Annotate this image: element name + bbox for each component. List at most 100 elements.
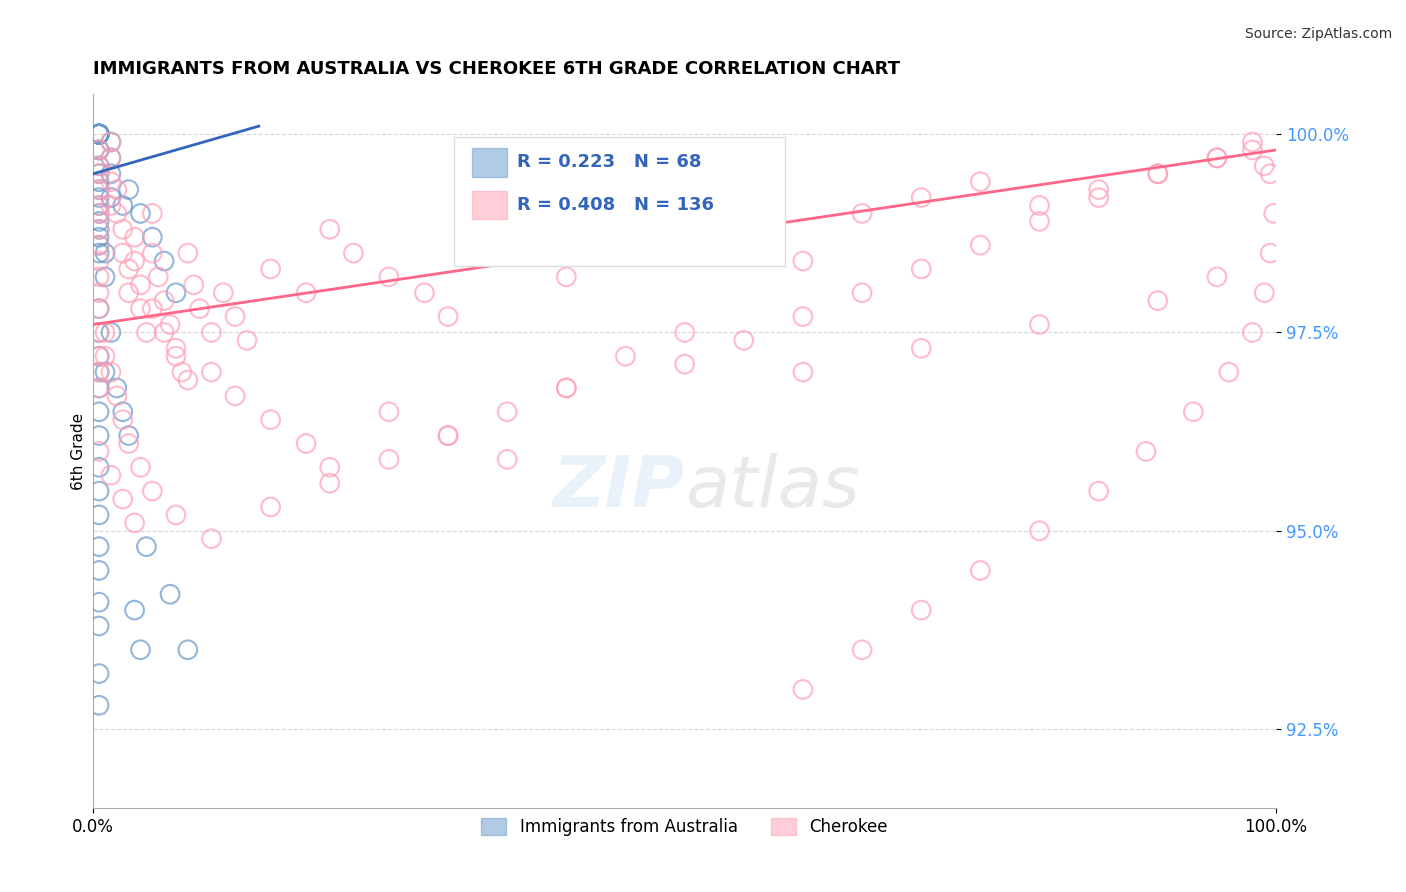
Point	[319, 460, 342, 475]
Point	[87, 222, 110, 236]
Point	[259, 500, 281, 514]
Bar	[454, 137, 785, 266]
Point	[555, 269, 578, 284]
Point	[124, 254, 146, 268]
Point	[105, 389, 128, 403]
Point	[118, 285, 141, 300]
Point	[378, 405, 401, 419]
Point	[100, 151, 122, 165]
Point	[94, 349, 117, 363]
Point	[135, 540, 157, 554]
Point	[100, 198, 122, 212]
Y-axis label: 6th Grade: 6th Grade	[72, 413, 86, 490]
Point	[87, 365, 110, 379]
Point	[129, 301, 152, 316]
Point	[496, 452, 519, 467]
Point	[177, 246, 200, 260]
Point	[1258, 246, 1281, 260]
Point	[673, 206, 696, 220]
Point	[437, 428, 460, 442]
Point	[141, 484, 163, 499]
Point	[100, 190, 122, 204]
Point	[105, 183, 128, 197]
Point	[910, 341, 932, 355]
Point	[124, 516, 146, 530]
Point	[342, 246, 364, 260]
Point	[87, 190, 110, 204]
Point	[1253, 159, 1275, 173]
Point	[851, 206, 873, 220]
Point	[111, 246, 134, 260]
Point	[87, 206, 110, 220]
Point	[87, 326, 110, 340]
Point	[87, 127, 110, 141]
Point	[165, 349, 187, 363]
Point	[87, 127, 110, 141]
Point	[200, 365, 222, 379]
Point	[87, 508, 110, 522]
Point	[141, 230, 163, 244]
Point	[87, 666, 110, 681]
Point	[87, 159, 110, 173]
Point	[87, 127, 110, 141]
Point	[87, 127, 110, 141]
Point	[87, 269, 110, 284]
Point	[165, 285, 187, 300]
Point	[212, 285, 235, 300]
Point	[851, 642, 873, 657]
Point	[105, 381, 128, 395]
Point	[1206, 151, 1229, 165]
Point	[224, 389, 246, 403]
Point	[295, 285, 318, 300]
Point	[165, 508, 187, 522]
Point	[100, 135, 122, 149]
Point	[87, 349, 110, 363]
Point	[141, 301, 163, 316]
Point	[555, 381, 578, 395]
Point	[111, 198, 134, 212]
Point	[111, 222, 134, 236]
Point	[1146, 167, 1168, 181]
Point	[378, 452, 401, 467]
Point	[437, 310, 460, 324]
Point	[118, 262, 141, 277]
Point	[1028, 214, 1050, 228]
Point	[188, 301, 211, 316]
Point	[87, 349, 110, 363]
Point	[1263, 206, 1285, 220]
Point	[183, 277, 205, 292]
Point	[1241, 143, 1264, 157]
Point	[87, 127, 110, 141]
Point	[87, 381, 110, 395]
Point	[87, 484, 110, 499]
Text: IMMIGRANTS FROM AUSTRALIA VS CHEROKEE 6TH GRADE CORRELATION CHART: IMMIGRANTS FROM AUSTRALIA VS CHEROKEE 6T…	[93, 60, 900, 78]
Bar	[472, 148, 508, 177]
Point	[1135, 444, 1157, 458]
Point	[135, 326, 157, 340]
Point	[87, 254, 110, 268]
Point	[124, 230, 146, 244]
Point	[87, 127, 110, 141]
Point	[111, 405, 134, 419]
Point	[159, 587, 181, 601]
Point	[673, 326, 696, 340]
Point	[87, 230, 110, 244]
Point	[159, 318, 181, 332]
Point	[87, 246, 110, 260]
Point	[969, 175, 991, 189]
Point	[100, 151, 122, 165]
Point	[1206, 151, 1229, 165]
Point	[496, 246, 519, 260]
Point	[673, 357, 696, 371]
Point	[100, 175, 122, 189]
Point	[100, 135, 122, 149]
Point	[100, 326, 122, 340]
Point	[413, 285, 436, 300]
Point	[153, 326, 176, 340]
Point	[1087, 183, 1109, 197]
Point	[87, 285, 110, 300]
Point	[1206, 269, 1229, 284]
Point	[87, 198, 110, 212]
Point	[614, 222, 637, 236]
Point	[910, 190, 932, 204]
